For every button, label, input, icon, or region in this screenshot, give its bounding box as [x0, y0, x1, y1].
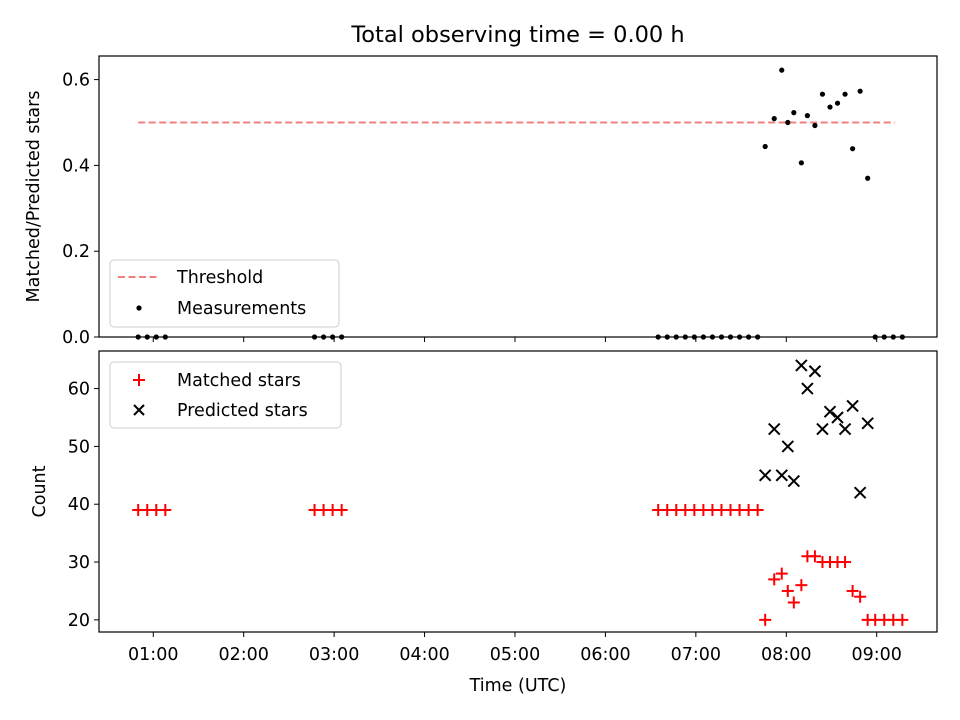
measurement-point	[771, 116, 777, 122]
predicted-star-point	[823, 405, 837, 418]
predicted-star-point	[768, 422, 781, 436]
matched-star-point	[808, 550, 821, 563]
bottom-legend: Matched stars Predicted stars	[109, 361, 342, 429]
top-y-tick-label: 0.4	[62, 156, 90, 176]
x-tick-label: 04:00	[399, 645, 449, 665]
bottom-y-tick-label: 60	[68, 380, 90, 400]
top-y-tick-label: 0.0	[62, 328, 90, 348]
x-tick-label: 08:00	[761, 645, 811, 665]
bottom-y-tick-label: 30	[68, 553, 90, 573]
bottom-y-tick-label: 50	[68, 437, 90, 457]
predicted-star-point	[758, 469, 772, 482]
matched-star-point	[846, 584, 859, 597]
predicted-star-point	[846, 399, 859, 413]
bottom-y-axis-label: Count	[30, 465, 50, 517]
measurement-point	[834, 100, 841, 106]
predicted-star-point	[831, 411, 844, 424]
measurement-point	[791, 110, 797, 116]
top-legend-box	[109, 259, 340, 328]
legend-matched-swatch	[133, 374, 145, 386]
legend-measurements-swatch	[136, 305, 142, 311]
bottom-y-tick-label: 40	[68, 495, 90, 515]
measurement-point	[798, 160, 804, 166]
measurement-point	[857, 88, 863, 94]
x-tick-label: 01:00	[128, 645, 178, 665]
measurement-point	[819, 91, 826, 97]
legend-measurements-label: Measurements	[177, 299, 306, 319]
legend-predicted-swatch	[133, 404, 145, 416]
matched-star-point	[335, 504, 348, 517]
measurement-point	[865, 175, 871, 181]
matched-star-point	[896, 613, 909, 626]
measurement-point	[785, 119, 791, 126]
legend-matched-label: Matched stars	[177, 371, 301, 391]
chart-title: Total observing time = 0.00 h	[350, 22, 684, 48]
x-tick-label: 06:00	[580, 645, 630, 665]
top-y-tick-label: 0.2	[62, 242, 90, 262]
matched-star-point	[839, 556, 852, 569]
top-legend: Threshold Measurements	[109, 259, 340, 328]
x-tick-label: 09:00	[851, 645, 901, 665]
measurement-point	[779, 67, 785, 73]
bottom-legend-box	[109, 361, 342, 429]
matched-star-point	[759, 613, 772, 626]
predicted-star-point	[853, 486, 867, 499]
top-plot-frame	[98, 55, 938, 338]
predicted-star-point	[787, 474, 801, 488]
bottom-plot-frame	[98, 350, 938, 633]
matched-star-point	[795, 579, 808, 592]
matched-star-point	[854, 590, 867, 603]
bottom-plot: 20 30 40 50 60 01:00 02:00 03:00 04:00 05:00 06:0…	[30, 350, 938, 696]
matched-star-point	[775, 567, 788, 580]
predicted-star-point	[861, 417, 874, 430]
predicted-star-point	[816, 422, 829, 436]
predicted-star-point	[801, 382, 814, 395]
legend-threshold-label: Threshold	[176, 268, 263, 288]
matched-star-point	[159, 504, 172, 517]
x-tick-label: 03:00	[309, 645, 359, 665]
matched-star-point	[751, 504, 764, 517]
matched-star-point	[787, 596, 800, 609]
x-axis-label: Time (UTC)	[469, 676, 567, 696]
measurement-point	[827, 104, 833, 110]
predicted-star-point	[775, 469, 788, 482]
matched-star-point	[768, 573, 781, 586]
measurement-point	[762, 143, 768, 150]
x-tick-label: 05:00	[490, 645, 540, 665]
predicted-star-point	[838, 422, 852, 436]
predicted-star-point	[781, 440, 794, 453]
predicted-star-point	[808, 365, 822, 378]
x-tick-label: 07:00	[671, 645, 721, 665]
measurement-point	[804, 113, 810, 119]
bottom-y-tick-label: 20	[68, 611, 90, 631]
legend-predicted-label: Predicted stars	[177, 401, 308, 421]
predicted-star-point	[795, 359, 808, 372]
measurement-point	[842, 91, 848, 97]
top-y-tick-label: 0.6	[62, 71, 90, 91]
top-y-axis-label: Matched/Predicted stars	[24, 91, 44, 303]
measurement-point	[812, 122, 818, 129]
x-tick-label: 02:00	[218, 645, 268, 665]
top-plot: 0.0 0.2 0.4 0.6 Matched/Predicted stars Thr…	[24, 55, 938, 348]
measurement-point	[849, 146, 856, 152]
matched-star-point	[781, 584, 794, 597]
